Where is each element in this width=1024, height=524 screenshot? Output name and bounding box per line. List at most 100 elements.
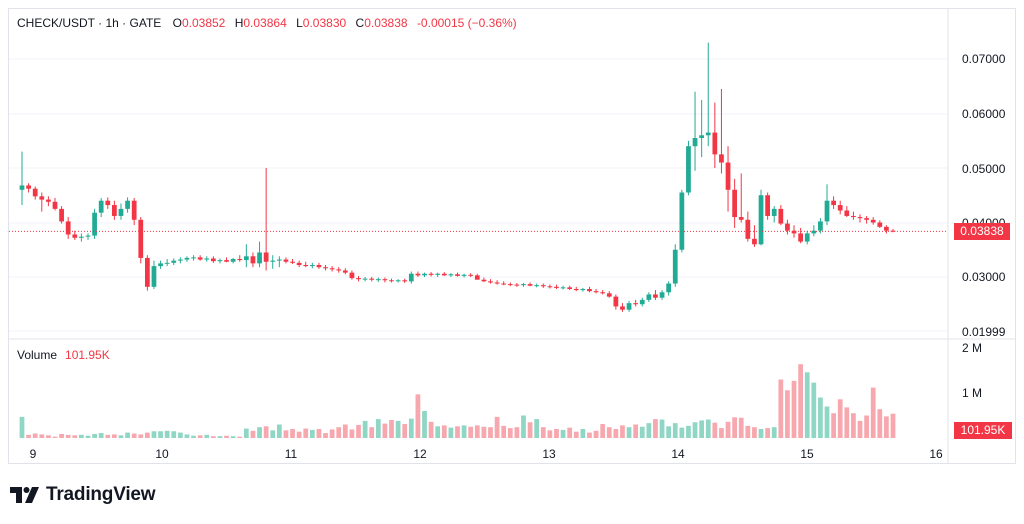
candle-body	[428, 273, 434, 275]
price-tick: 0.07000	[962, 52, 1006, 66]
candle-body	[653, 294, 658, 298]
candle-body	[276, 259, 282, 261]
candle-body	[263, 252, 269, 262]
volume-bar	[679, 427, 685, 438]
candle-body	[171, 260, 177, 263]
legend-separator: ·	[94, 16, 106, 30]
interval-label[interactable]: 1h	[105, 16, 119, 30]
volume-bar	[626, 427, 632, 438]
volume-bar	[474, 425, 480, 438]
last-volume-tag: 101.95K	[954, 422, 1012, 439]
candle-body	[494, 282, 500, 284]
volume-bar	[699, 420, 705, 438]
volume-bar	[72, 435, 78, 438]
candle-body	[844, 210, 850, 216]
volume-bar	[85, 435, 91, 438]
candle-body	[890, 230, 896, 232]
candle-body	[191, 257, 196, 259]
candle-body	[554, 286, 559, 288]
volume-bar	[534, 419, 540, 438]
candle-body	[369, 278, 375, 280]
volume-bar	[620, 425, 625, 438]
candle-body	[864, 218, 869, 220]
volume-bar	[804, 372, 810, 438]
volume-bar	[98, 433, 104, 438]
candle-body	[204, 258, 210, 260]
candle-body	[606, 293, 612, 297]
symbol-name[interactable]: CHECK/USDT	[17, 16, 95, 30]
candle-body	[309, 265, 315, 267]
price-tick: 0.05000	[962, 162, 1006, 176]
volume-bar	[441, 425, 447, 438]
volume-bar	[323, 433, 328, 438]
chart-frame[interactable]	[8, 8, 1016, 464]
candle-body	[250, 256, 256, 264]
candle-body	[455, 274, 460, 276]
candle-body	[329, 268, 335, 270]
candle-body	[705, 132, 711, 136]
candle-body	[177, 259, 183, 261]
volume-bar	[738, 417, 744, 438]
volume-bar	[415, 394, 421, 438]
change-value: -0.00015 (−0.36%)	[416, 16, 517, 30]
volume-bar	[408, 418, 414, 438]
volume-bar	[237, 436, 243, 438]
candle-body	[474, 275, 480, 280]
volume-bar	[785, 390, 790, 438]
candle-body	[197, 257, 203, 260]
volume-bar	[494, 416, 500, 438]
volume-bar	[831, 413, 836, 438]
candle-body	[633, 303, 639, 305]
candle-body	[303, 265, 309, 267]
volume-bar	[514, 427, 520, 438]
candle-body	[257, 252, 262, 264]
volume-bar	[270, 430, 276, 438]
tradingview-logo[interactable]: TradingView	[10, 484, 156, 506]
volume-bar	[428, 421, 434, 438]
time-tick: 12	[413, 447, 427, 461]
volume-bar	[224, 435, 229, 438]
candle-body	[32, 188, 38, 197]
candle-body	[679, 192, 685, 250]
exchange-label: GATE	[129, 16, 162, 30]
candle-body	[692, 138, 698, 147]
volume-bar	[389, 420, 394, 438]
candle-body	[362, 278, 368, 280]
candle-body	[877, 222, 883, 227]
candle-body	[646, 294, 652, 300]
volume-label[interactable]: Volume	[17, 348, 58, 362]
close-label: C	[355, 16, 365, 30]
volume-bar	[890, 413, 896, 438]
volume-bar	[197, 435, 203, 438]
volume-bar	[105, 434, 111, 438]
volume-bar	[243, 428, 249, 438]
candle-body	[785, 223, 790, 231]
volume-bar	[692, 422, 698, 438]
candle-body	[323, 267, 328, 269]
price-tick: 0.01999	[962, 325, 1006, 339]
brand-name: TradingView	[46, 484, 156, 505]
candle-body	[725, 162, 731, 190]
candle-body	[422, 273, 427, 276]
candle-body	[600, 292, 606, 294]
candle-body	[296, 262, 302, 266]
candle-body	[738, 217, 744, 220]
volume-bar	[745, 425, 751, 438]
volume-bar	[877, 409, 883, 438]
volume-bar	[606, 427, 612, 438]
candle-body	[461, 274, 467, 276]
low-label: L	[296, 16, 303, 30]
volume-bar	[349, 429, 355, 438]
volume-bar	[547, 430, 553, 438]
volume-bar	[250, 430, 256, 438]
candle-body	[270, 260, 276, 262]
candle-body	[217, 260, 223, 262]
time-tick: 15	[800, 447, 814, 461]
time-tick: 10	[155, 447, 169, 461]
candle-body	[46, 199, 51, 202]
candle-body	[336, 269, 342, 271]
candle-body	[39, 196, 45, 200]
volume-bar	[567, 427, 573, 438]
candle-body	[837, 205, 843, 211]
